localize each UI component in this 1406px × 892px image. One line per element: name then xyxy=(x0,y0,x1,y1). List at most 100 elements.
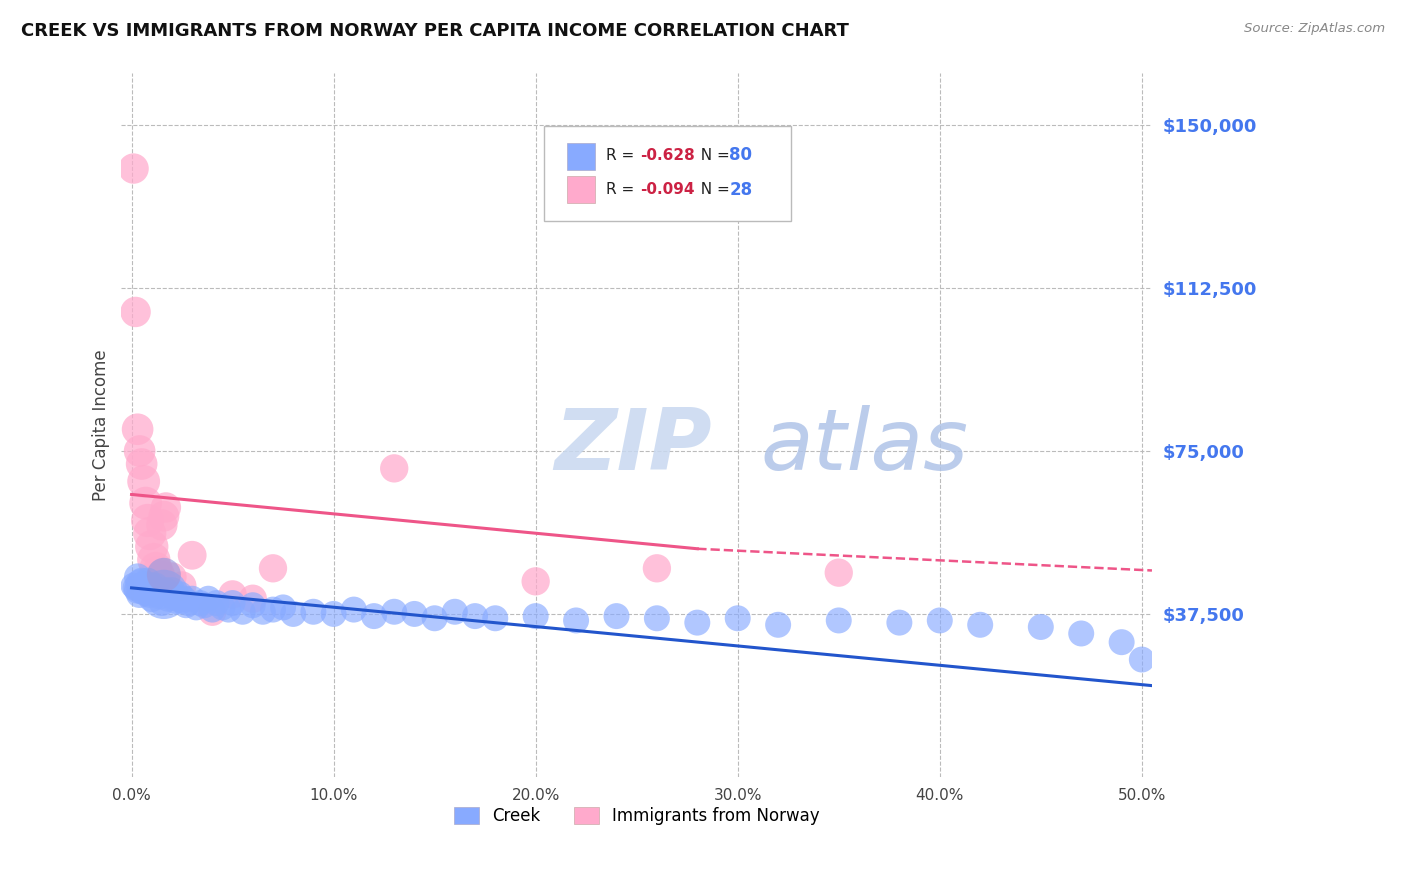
Point xyxy=(135,585,157,599)
Point xyxy=(766,617,789,632)
Point xyxy=(150,585,173,599)
FancyBboxPatch shape xyxy=(567,177,596,203)
Point xyxy=(211,600,233,615)
Point xyxy=(141,540,163,554)
Point xyxy=(302,605,325,619)
FancyBboxPatch shape xyxy=(567,144,596,170)
Point xyxy=(153,567,176,582)
FancyBboxPatch shape xyxy=(544,126,792,221)
Point xyxy=(262,561,284,575)
Point xyxy=(142,582,165,597)
Point xyxy=(197,591,219,606)
Legend: Creek, Immigrants from Norway: Creek, Immigrants from Norway xyxy=(454,806,820,825)
Point xyxy=(242,599,264,613)
Point xyxy=(262,602,284,616)
Point xyxy=(149,570,172,584)
Point xyxy=(221,596,243,610)
Point xyxy=(146,587,169,601)
Point xyxy=(165,594,187,608)
Text: 28: 28 xyxy=(730,181,752,199)
Point xyxy=(173,591,195,606)
Point xyxy=(131,582,153,597)
Point xyxy=(132,581,155,595)
Point xyxy=(283,607,305,621)
Point xyxy=(322,607,344,621)
Point xyxy=(181,591,204,606)
Point xyxy=(205,596,228,610)
Point xyxy=(218,602,240,616)
Point xyxy=(146,582,169,597)
Point xyxy=(124,581,146,595)
Point xyxy=(145,579,167,593)
Text: R =: R = xyxy=(606,182,638,197)
Point xyxy=(160,582,183,597)
Point xyxy=(605,609,627,624)
Text: CREEK VS IMMIGRANTS FROM NORWAY PER CAPITA INCOME CORRELATION CHART: CREEK VS IMMIGRANTS FROM NORWAY PER CAPI… xyxy=(21,22,849,40)
Point xyxy=(1130,652,1153,666)
Point xyxy=(127,570,149,584)
Text: N =: N = xyxy=(692,182,735,197)
Point xyxy=(686,615,709,630)
Point xyxy=(828,614,851,628)
Point xyxy=(928,614,950,628)
Point xyxy=(170,579,193,593)
Point xyxy=(167,591,190,606)
Point xyxy=(136,574,159,589)
Point xyxy=(181,549,204,563)
Point xyxy=(645,611,668,625)
Point xyxy=(153,509,176,524)
Point xyxy=(141,579,163,593)
Point xyxy=(828,566,851,580)
Point xyxy=(1111,635,1133,649)
Point xyxy=(150,517,173,532)
Text: R =: R = xyxy=(606,148,638,163)
Point xyxy=(128,444,150,458)
Point xyxy=(524,609,547,624)
Point xyxy=(271,600,294,615)
Point xyxy=(131,457,153,471)
Point xyxy=(142,552,165,566)
Point xyxy=(155,500,177,515)
Point xyxy=(146,566,169,580)
Point xyxy=(149,590,172,604)
Point xyxy=(138,526,160,541)
Text: atlas: atlas xyxy=(761,405,969,488)
Point xyxy=(138,581,160,595)
Point xyxy=(163,590,186,604)
Point xyxy=(464,609,486,624)
Text: Source: ZipAtlas.com: Source: ZipAtlas.com xyxy=(1244,22,1385,36)
Point xyxy=(156,591,179,606)
Point xyxy=(170,594,193,608)
Point xyxy=(150,596,173,610)
Text: -0.628: -0.628 xyxy=(640,148,695,163)
Point xyxy=(201,605,224,619)
Point xyxy=(145,561,167,575)
Point xyxy=(136,582,159,597)
Point xyxy=(221,587,243,601)
Point xyxy=(132,579,155,593)
Point xyxy=(122,579,145,593)
Point xyxy=(138,587,160,601)
Point xyxy=(188,596,211,610)
Y-axis label: Per Capita Income: Per Capita Income xyxy=(93,349,110,500)
Point xyxy=(135,496,157,510)
Point xyxy=(1070,626,1092,640)
Point xyxy=(201,602,224,616)
Point xyxy=(969,617,991,632)
Point xyxy=(141,591,163,606)
Point xyxy=(252,605,274,619)
Point xyxy=(343,602,366,616)
Point xyxy=(127,582,149,597)
Point xyxy=(242,591,264,606)
Point xyxy=(127,422,149,436)
Point xyxy=(404,607,426,621)
Point xyxy=(382,605,405,619)
Point xyxy=(132,475,155,489)
Point xyxy=(524,574,547,589)
Point xyxy=(122,161,145,176)
Point xyxy=(423,611,446,625)
Point xyxy=(174,599,197,613)
Point xyxy=(177,596,200,610)
Point xyxy=(131,574,153,589)
Point xyxy=(155,582,177,597)
